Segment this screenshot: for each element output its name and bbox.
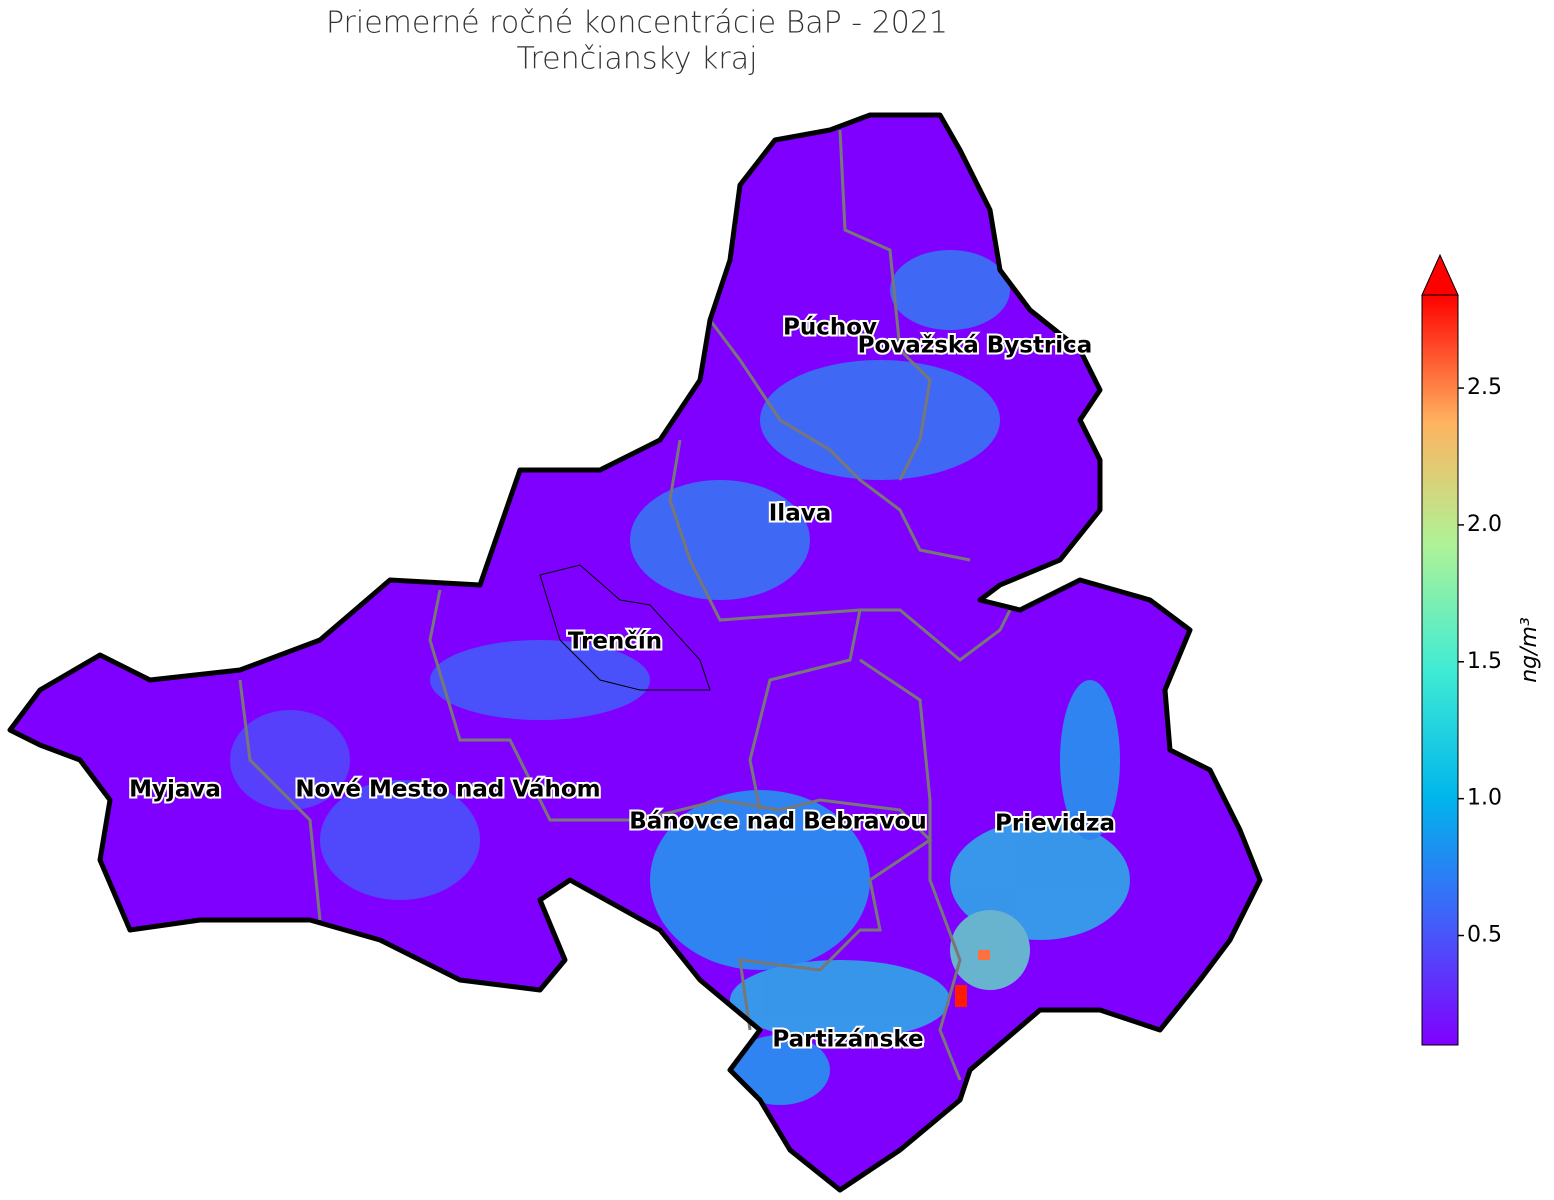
title: Priemerné ročné koncentrácie BaP - 2021 — [326, 6, 948, 41]
district-label: Bánovce nad Bebravou — [629, 809, 926, 835]
colorbar-label: ng/m³ — [1517, 617, 1542, 683]
region-map — [7, 112, 1263, 1193]
colorbar-tick-label: 1.5 — [1467, 649, 1502, 674]
district-border — [238, 679, 322, 921]
district-label: Považská Bystrica — [858, 333, 1093, 359]
district-label: Púchov — [783, 315, 877, 341]
district-border — [859, 658, 962, 1081]
district-label: Nové Mesto nad Váhom — [295, 777, 600, 803]
district-label: Ilava — [769, 501, 831, 527]
colorbar-tick-label: 1.0 — [1467, 786, 1502, 811]
district-border — [748, 609, 862, 811]
district-border — [428, 589, 933, 1031]
district-label: Partizánske — [772, 1027, 923, 1053]
hotspot-cell — [978, 950, 990, 960]
colorbar: ng/m³ 0.5 1.0 1.5 2.0 2.5 — [1421, 253, 1542, 1046]
district-label: Myjava — [129, 777, 221, 803]
colorbar-tick-label: 0.5 — [1467, 923, 1502, 948]
colorbar-extend — [1421, 253, 1459, 296]
concentration-field — [230, 250, 1130, 1105]
district-border — [708, 319, 971, 562]
district-label: Trenčín — [568, 629, 662, 655]
district-label: Prievidza — [995, 811, 1115, 837]
municipality-border — [539, 564, 711, 691]
region-outline — [7, 112, 1263, 1193]
district-labels: Púchov Považská Bystrica Ilava Trenčín M… — [127, 313, 1117, 1055]
district-border — [838, 129, 932, 481]
hotspot-cell — [955, 985, 967, 1007]
colorbar-scale — [1421, 294, 1459, 1046]
subtitle: Trenčiansky kraj — [517, 42, 758, 77]
colorbar-tick-label: 2.0 — [1467, 512, 1502, 537]
colorbar-tick-label: 2.5 — [1467, 375, 1502, 400]
